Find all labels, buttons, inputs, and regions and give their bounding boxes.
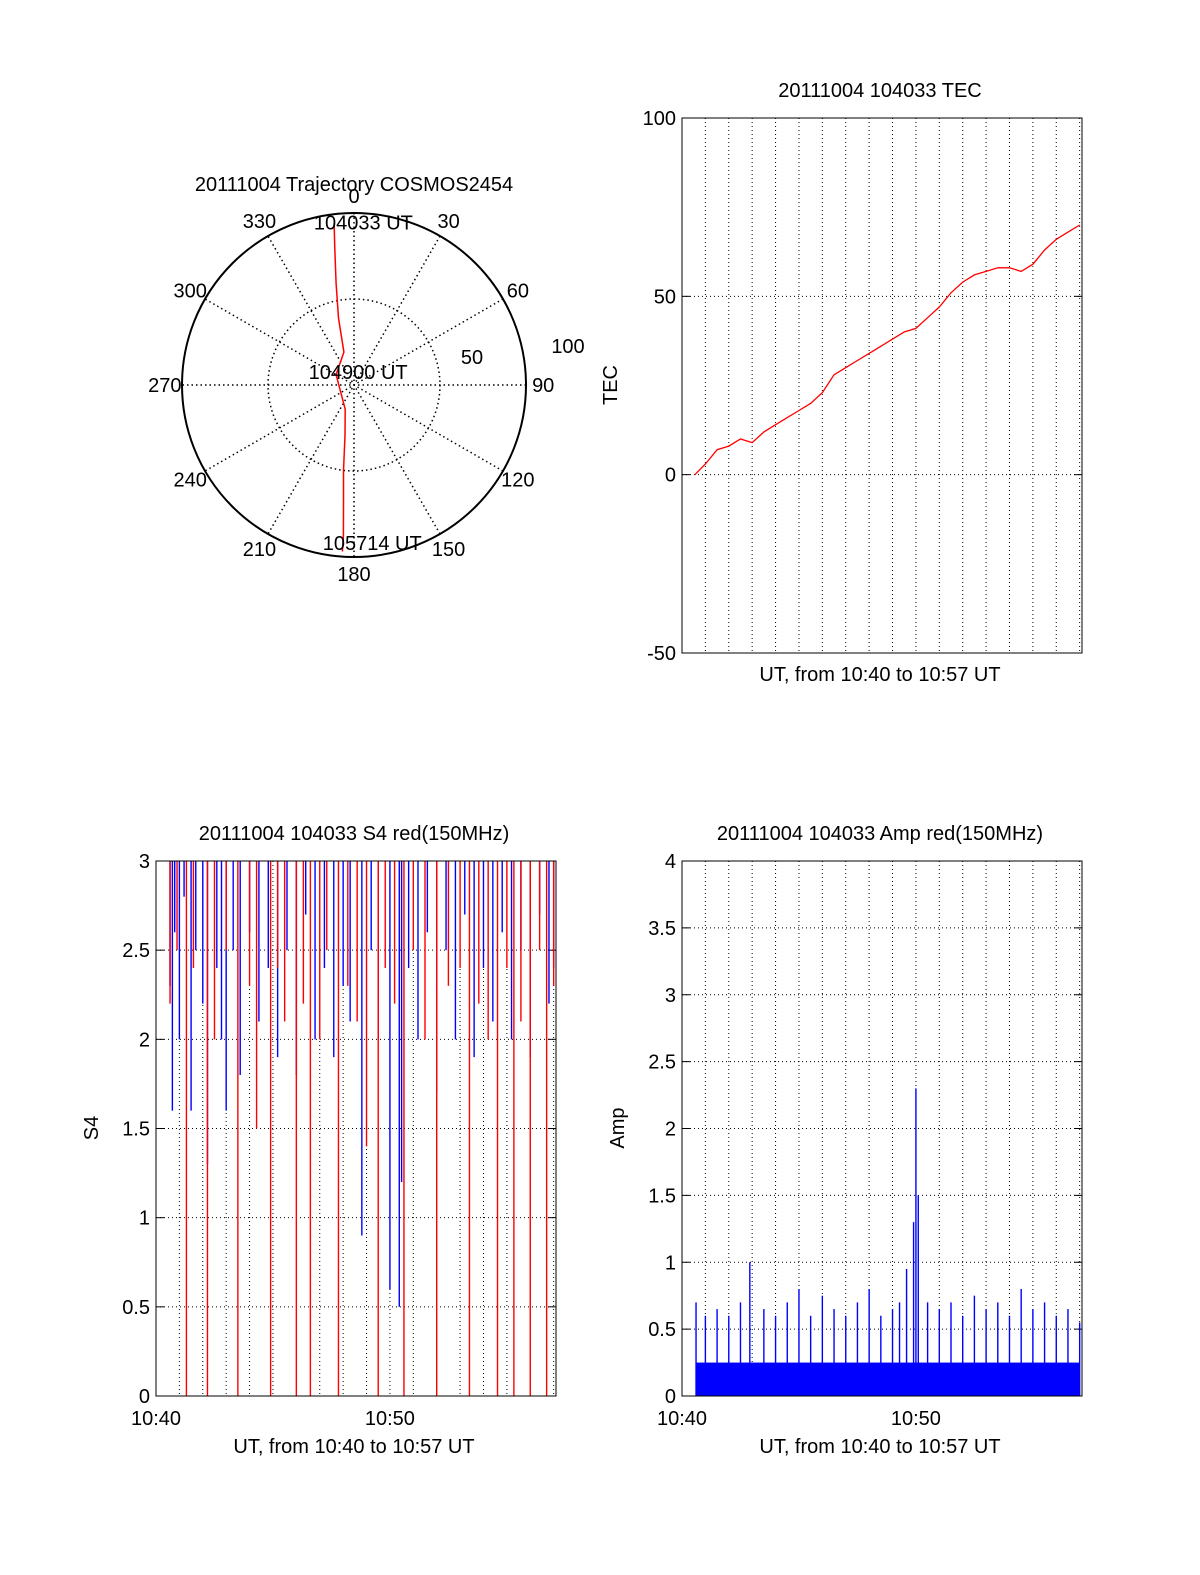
plot-frame bbox=[681, 117, 1083, 654]
polar-time-annotation: 105714 UT bbox=[323, 533, 422, 555]
polar-trajectory-line bbox=[333, 222, 346, 552]
s4-panel: 20111004 104033 S4 red(150MHz) UT, from … bbox=[81, 823, 557, 1458]
tec-series-red bbox=[694, 224, 1081, 476]
polar-grid bbox=[181, 212, 527, 558]
amp-xlabel: UT, from 10:40 to 10:57 UT bbox=[759, 1436, 1000, 1458]
y-tick-label: 100 bbox=[643, 108, 676, 130]
y-tick-label: 2.5 bbox=[648, 1052, 676, 1074]
polar-spoke bbox=[267, 235, 441, 535]
y-tick-label: 2 bbox=[139, 1029, 150, 1051]
amp-plot-area: 0 0.5 1 1.5 2 2.5 3 3.5 4 10:40 10:50 bbox=[648, 851, 1083, 1430]
polar-annotations: 104033 UT 104900 UT 105714 UT bbox=[309, 212, 422, 555]
polar-azimuth-label: 30 bbox=[437, 211, 459, 233]
polar-azimuth-label: 180 bbox=[337, 564, 370, 586]
polar-azimuth-labels: 0 30 60 90 120 150 180 210 240 270 300 330 50 100 bbox=[148, 186, 585, 586]
x-tick-label: 10:50 bbox=[365, 1408, 415, 1430]
amp-baseline-band bbox=[696, 1362, 1080, 1396]
y-tick-label: 0 bbox=[665, 1386, 676, 1408]
amp-ylabel: Amp bbox=[607, 1107, 629, 1148]
s4-ylabel: S4 bbox=[81, 1116, 103, 1140]
polar-azimuth-label: 330 bbox=[243, 211, 276, 233]
y-tick-label: 0 bbox=[139, 1386, 150, 1408]
polar-azimuth-label: 240 bbox=[173, 470, 206, 492]
polar-radial-label: 100 bbox=[551, 336, 584, 358]
polar-azimuth-label: 90 bbox=[532, 375, 554, 397]
y-tick-label: 1 bbox=[139, 1208, 150, 1230]
y-tick-label: 0.5 bbox=[648, 1319, 676, 1341]
y-tick-label: 1.5 bbox=[122, 1119, 150, 1141]
polar-azimuth-label: 0 bbox=[348, 186, 359, 208]
tec-title: 20111004 104033 TEC bbox=[778, 80, 982, 102]
y-tick-label: 4 bbox=[665, 851, 676, 873]
polar-azimuth-label: 150 bbox=[432, 539, 465, 561]
polar-azimuth-label: 60 bbox=[507, 280, 529, 302]
polar-title: 20111004 Trajectory COSMOS2454 bbox=[195, 174, 513, 196]
plot-frame bbox=[681, 860, 1083, 1397]
x-tick-label: 10:40 bbox=[657, 1408, 707, 1430]
polar-time-annotation: 104033 UT bbox=[314, 212, 413, 234]
s4-plot-area: 0 0.5 1 1.5 2 2.5 3 10:40 10:50 bbox=[122, 851, 557, 1430]
y-tick-label: 3 bbox=[665, 985, 676, 1007]
y-tick-label: 2.5 bbox=[122, 940, 150, 962]
y-tick-label: -50 bbox=[647, 643, 676, 665]
y-tick-label: 3.5 bbox=[648, 918, 676, 940]
plot-frame bbox=[155, 860, 557, 1397]
y-tick-label: 2 bbox=[665, 1119, 676, 1141]
y-tick-label: 1.5 bbox=[648, 1185, 676, 1207]
x-tick-label: 10:40 bbox=[131, 1408, 181, 1430]
polar-radial-label: 50 bbox=[461, 347, 483, 369]
x-tick-label: 10:50 bbox=[891, 1408, 941, 1430]
polar-azimuth-label: 120 bbox=[501, 470, 534, 492]
y-tick-label: 0.5 bbox=[122, 1297, 150, 1319]
amp-panel: 20111004 104033 Amp red(150MHz) UT, from… bbox=[607, 823, 1083, 1458]
polar-azimuth-label: 300 bbox=[173, 280, 206, 302]
tec-panel: 20111004 104033 TEC UT, from 10:40 to 10… bbox=[600, 80, 1083, 686]
y-tick-label: 50 bbox=[654, 286, 676, 308]
polar-time-annotation: 104900 UT bbox=[309, 362, 408, 384]
polar-azimuth-label: 270 bbox=[148, 375, 181, 397]
tec-ylabel: TEC bbox=[600, 365, 622, 405]
tec-plot-area: -50 0 50 100 bbox=[643, 108, 1083, 665]
polar-trajectory-panel: 20111004 Trajectory COSMOS2454 0 30 60 90 12… bbox=[148, 174, 585, 586]
amp-title: 20111004 104033 Amp red(150MHz) bbox=[717, 823, 1043, 845]
polar-azimuth-label: 210 bbox=[243, 539, 276, 561]
polar-trajectory-series bbox=[333, 222, 346, 552]
y-tick-label: 3 bbox=[139, 851, 150, 873]
y-tick-label: 1 bbox=[665, 1252, 676, 1274]
s4-title: 20111004 104033 S4 red(150MHz) bbox=[199, 823, 510, 845]
tec-xlabel: UT, from 10:40 to 10:57 UT bbox=[759, 664, 1000, 686]
s4-xlabel: UT, from 10:40 to 10:57 UT bbox=[233, 1436, 474, 1458]
y-tick-label: 0 bbox=[665, 465, 676, 487]
